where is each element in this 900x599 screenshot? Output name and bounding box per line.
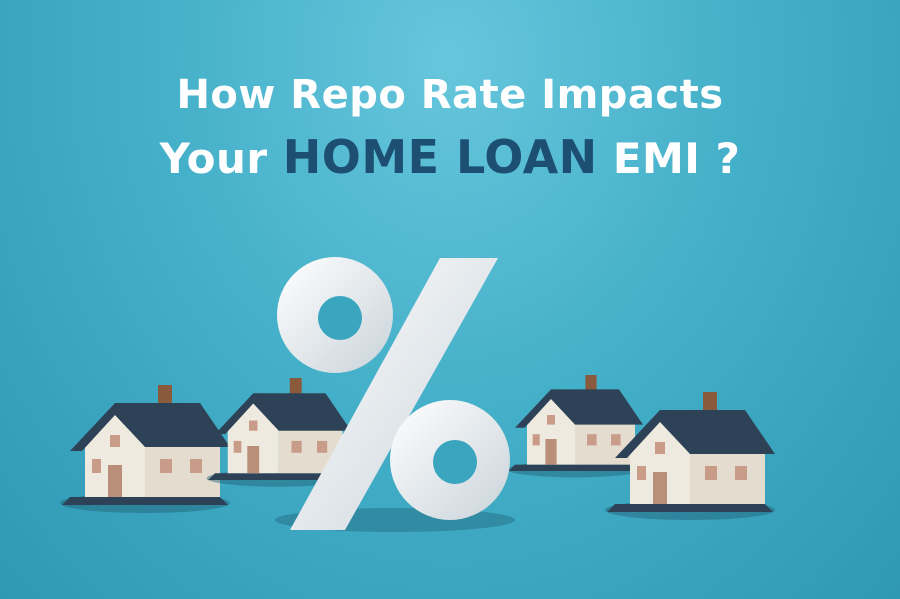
- headline-line-1: How Repo Rate Impacts: [176, 72, 724, 118]
- headline-highlight: HOME LOAN: [282, 130, 598, 184]
- percent-sign-icon: [275, 257, 515, 532]
- headline-prefix: Your: [159, 134, 268, 183]
- house-icon: [60, 385, 230, 513]
- headline-suffix: EMI ?: [612, 134, 741, 183]
- headline-line-2: Your HOME LOAN EMI ?: [0, 130, 900, 184]
- house-icon: [507, 375, 643, 478]
